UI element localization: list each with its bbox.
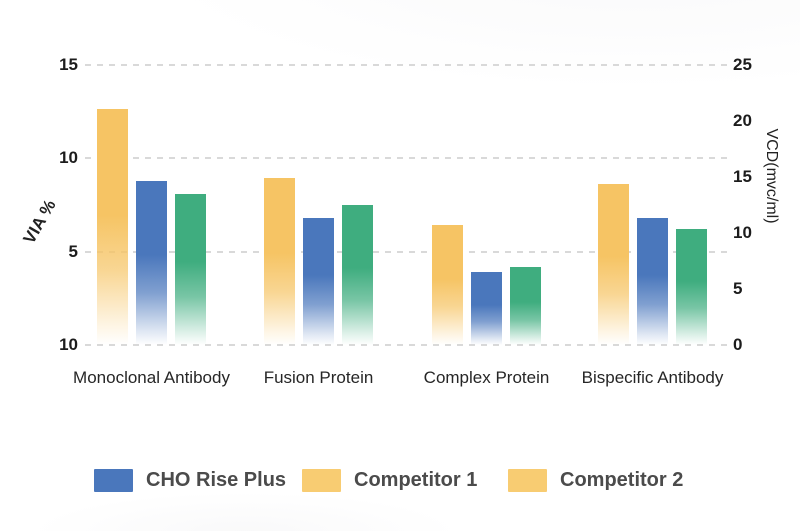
category-label-fusion-protein: Fusion Protein: [263, 368, 374, 387]
legend-item-competitor-2: Competitor 2: [508, 466, 683, 494]
bar-competitor-2-complex-protein: [510, 266, 541, 345]
category-label-bispecific-antibody: Bispecific Antibody: [581, 368, 724, 387]
gridline: [85, 64, 727, 66]
bar-cho-rise-plus-bispecific-antibody: [637, 218, 668, 345]
bar-competitor-1-monoclonal-antibody: [97, 108, 128, 345]
right-axis-tick: 0: [733, 335, 743, 354]
right-axis-tick: 15: [733, 167, 752, 186]
legend-swatch: [302, 468, 341, 492]
left-axis-title: VIA %: [19, 196, 60, 248]
bar-competitor-2-bispecific-antibody: [676, 229, 707, 345]
right-axis-tick: 20: [733, 111, 752, 130]
category-label-monoclonal-antibody: Monoclonal Antibody: [73, 368, 230, 387]
bar-cho-rise-plus-complex-protein: [471, 272, 502, 345]
right-axis-tick: 10: [733, 223, 752, 242]
left-axis-tick: 15: [59, 55, 78, 74]
right-axis-tick: 5: [733, 279, 743, 298]
background-swoosh-bottom: [30, 492, 460, 531]
legend-item-cho-rise-plus: CHO Rise Plus: [94, 466, 286, 494]
bar-competitor-1-complex-protein: [432, 225, 463, 345]
left-axis-tick: 5: [68, 241, 78, 261]
background-swoosh-top: [140, 0, 800, 90]
bar-competitor-1-fusion-protein: [264, 178, 295, 345]
bar-competitor-2-monoclonal-antibody: [175, 193, 206, 345]
left-axis-tick: 10: [59, 148, 78, 168]
left-axis-tick: 10: [59, 335, 78, 354]
bar-cho-rise-plus-fusion-protein: [303, 218, 334, 345]
legend-label: Competitor 1: [354, 468, 478, 491]
bar-cho-rise-plus-monoclonal-antibody: [136, 180, 167, 345]
gridline: [85, 344, 727, 346]
category-label-complex-protein: Complex Protein: [423, 368, 550, 387]
legend-swatch: [508, 468, 547, 492]
legend-label: Competitor 2: [560, 468, 684, 491]
bar-competitor-1-bispecific-antibody: [598, 183, 629, 345]
gridline: [85, 250, 727, 253]
bar-competitor-2-fusion-protein: [342, 205, 373, 345]
legend-item-competitor-1: Competitor 1: [302, 466, 477, 494]
legend-swatch: [94, 468, 133, 492]
right-axis-tick: 25: [733, 55, 752, 74]
legend-label: CHO Rise Plus: [146, 468, 287, 491]
gridline: [85, 157, 727, 160]
